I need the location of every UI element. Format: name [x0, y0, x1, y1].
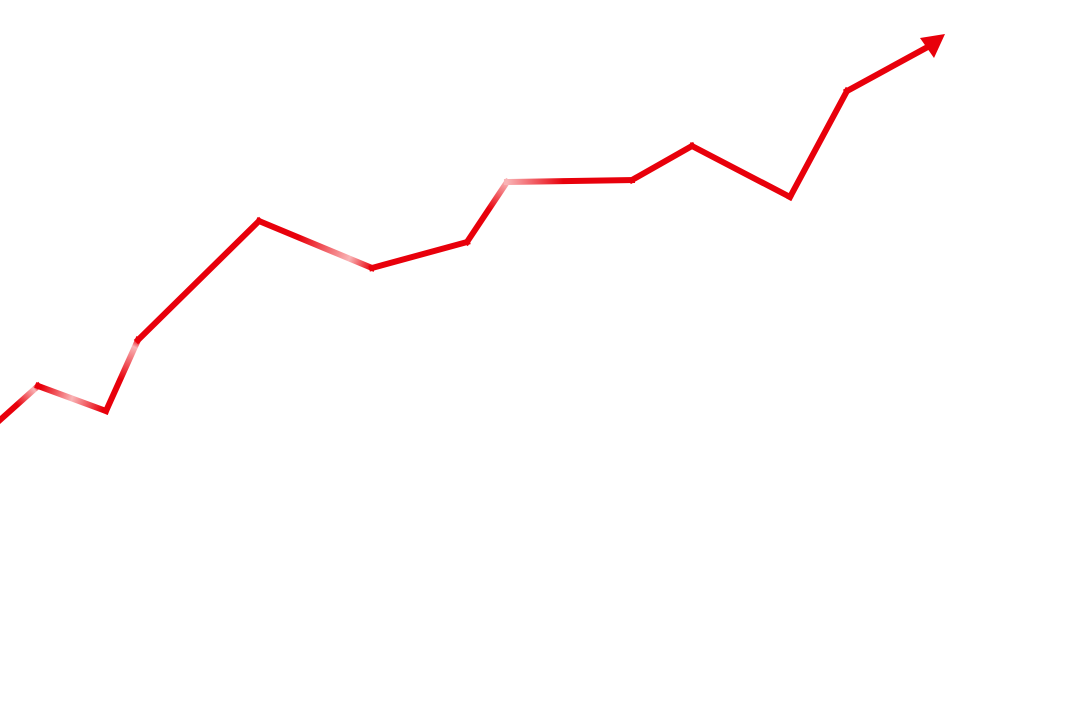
trend-line-segment [842, 38, 940, 96]
trend-line-segment [785, 86, 852, 202]
trend-line-segment [34, 382, 110, 415]
trend-line [0, 38, 940, 425]
trend-line-segment [255, 217, 376, 272]
trend-line-segment [102, 336, 142, 415]
trend-line-segment [503, 176, 636, 186]
trend-line-segment [627, 141, 697, 185]
trend-line-segment [133, 216, 264, 345]
trend-line-segment [462, 177, 512, 247]
trend-line-segment [687, 141, 795, 202]
trend-line-segment [368, 238, 471, 272]
arrowhead-icon [920, 34, 945, 58]
trend-line-segment [0, 381, 43, 425]
